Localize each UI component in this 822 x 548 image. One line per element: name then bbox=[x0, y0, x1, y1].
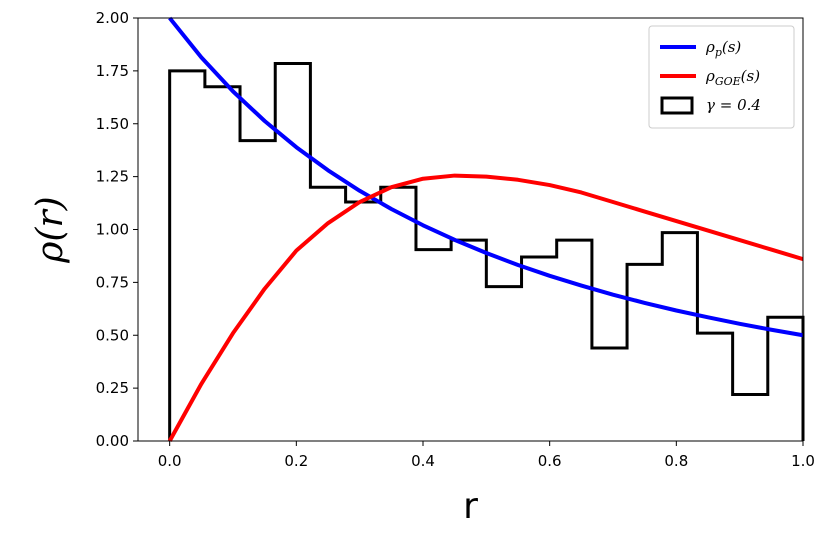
x-axis: 0.0 0.2 0.4 0.6 0.8 1.0 bbox=[158, 441, 815, 470]
legend-label: γ = 0.4 bbox=[706, 96, 761, 114]
series-line-1 bbox=[168, 16, 804, 338]
legend-swatch bbox=[660, 96, 694, 115]
x-tick-label: 0.4 bbox=[411, 452, 435, 470]
y-tick-label: 0.00 bbox=[96, 432, 129, 450]
y-tick-label: 1.50 bbox=[96, 115, 129, 133]
y-tick-label: 1.00 bbox=[96, 221, 129, 239]
y-tick-label: 2.00 bbox=[96, 9, 129, 27]
y-tick-label: 1.25 bbox=[96, 168, 129, 186]
plot-area bbox=[167, 16, 805, 442]
x-tick-label: 0.2 bbox=[284, 452, 308, 470]
legend-label: ρp(s) bbox=[705, 38, 741, 59]
legend-label: ρGOE(s) bbox=[705, 67, 760, 88]
x-tick-label: 1.0 bbox=[791, 452, 815, 470]
legend-frame bbox=[648, 25, 795, 129]
y-tick-label: 1.75 bbox=[96, 62, 129, 80]
legend: ρp(s) ρGOE(s) γ = 0.4 bbox=[648, 25, 795, 129]
y-tick-label: 0.25 bbox=[96, 379, 129, 397]
y-tick-label: 0.75 bbox=[96, 273, 129, 291]
x-tick-label: 0.6 bbox=[538, 452, 562, 470]
y-tick-label: 0.50 bbox=[96, 326, 129, 344]
x-tick-label: 0.8 bbox=[664, 452, 688, 470]
series-line-2 bbox=[167, 173, 804, 442]
x-tick-label: 0.0 bbox=[158, 452, 182, 470]
y-axis-label: ρ(r) bbox=[30, 196, 71, 263]
x-axis-label: r bbox=[463, 486, 478, 527]
y-axis: 0.00 0.25 0.50 0.75 1.00 1.25 1.50 1.75 2.00 bbox=[96, 9, 138, 450]
